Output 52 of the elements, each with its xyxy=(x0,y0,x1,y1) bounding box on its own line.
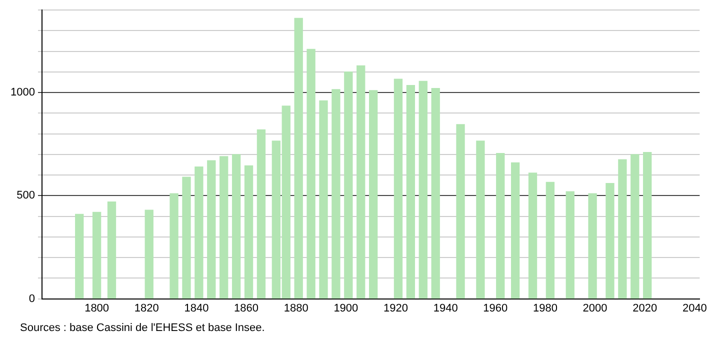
bar xyxy=(588,193,597,299)
bar xyxy=(194,166,204,299)
x-tick-label: 2020 xyxy=(632,302,658,314)
bar xyxy=(566,191,574,299)
bar xyxy=(356,65,366,299)
bar xyxy=(546,182,555,299)
x-tick-label: 1840 xyxy=(184,302,209,314)
bar xyxy=(496,153,505,299)
bar xyxy=(182,176,191,299)
x-tick-label: 1940 xyxy=(433,302,458,314)
bar xyxy=(144,210,154,299)
x-tick-label: 1900 xyxy=(334,302,358,314)
x-tick-label: 2040 xyxy=(682,302,707,314)
bar xyxy=(368,90,378,299)
bar xyxy=(431,88,440,299)
x-tick-label: 1800 xyxy=(84,302,110,314)
bar xyxy=(256,129,266,299)
bar xyxy=(606,182,614,299)
bar xyxy=(618,159,627,299)
bar xyxy=(344,72,353,299)
y-tick-label: 1000 xyxy=(10,86,35,99)
bar xyxy=(528,172,538,299)
bar xyxy=(294,18,303,299)
bar xyxy=(332,89,340,299)
x-tick-label: 1820 xyxy=(134,302,159,314)
bar xyxy=(476,140,485,299)
x-tick-label: 1880 xyxy=(284,302,308,314)
x-tick-label: 2000 xyxy=(582,302,608,314)
x-tick-label: 1860 xyxy=(234,302,259,314)
bar xyxy=(232,154,241,299)
bar xyxy=(510,162,520,299)
bar xyxy=(418,80,428,299)
y-tick-label: 500 xyxy=(16,190,35,202)
bar xyxy=(630,154,640,299)
y-tick-label: 0 xyxy=(28,292,35,305)
bar xyxy=(643,152,652,299)
bar xyxy=(319,100,328,299)
bar xyxy=(170,193,178,299)
x-tick-label: 1920 xyxy=(384,302,408,314)
bar xyxy=(456,124,465,299)
bar xyxy=(220,156,228,299)
bar xyxy=(92,212,102,299)
bar xyxy=(244,165,254,299)
x-tick-label: 1960 xyxy=(483,302,508,314)
bar xyxy=(394,78,403,299)
bar xyxy=(406,84,416,299)
bar xyxy=(107,202,116,299)
x-tick-label: 1980 xyxy=(532,302,558,314)
bar xyxy=(75,214,84,299)
bar xyxy=(207,160,216,299)
bar xyxy=(306,48,316,299)
source-note: Sources : base Cassini de l'EHESS et base Insee. xyxy=(20,322,265,334)
